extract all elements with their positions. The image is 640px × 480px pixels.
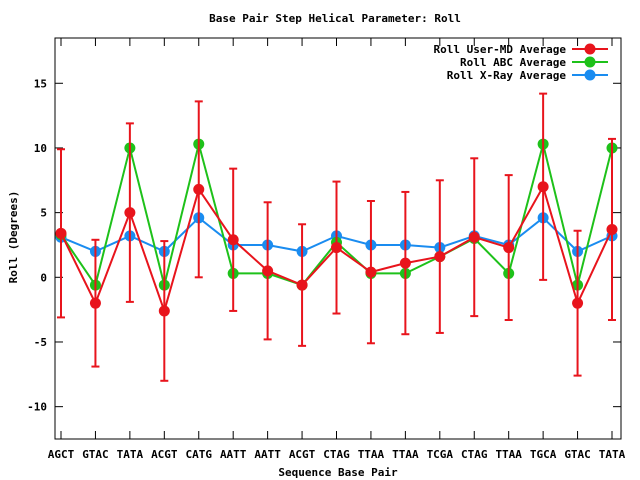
x-tick-label: TATA (117, 448, 144, 461)
x-tick-label: CTAG (461, 448, 488, 461)
x-tick-label: CATG (186, 448, 213, 461)
x-tick-label: TTAA (392, 448, 419, 461)
x-tick-label: TTAA (495, 448, 522, 461)
y-tick-label: 0 (40, 271, 47, 284)
x-tick-label: GTAC (82, 448, 109, 461)
data-point (572, 297, 584, 309)
data-point (262, 265, 274, 277)
x-axis-label: Sequence Base Pair (278, 466, 398, 479)
data-point (89, 297, 101, 309)
x-tick-label: GTAC (564, 448, 591, 461)
legend-label: Roll X-Ray Average (447, 69, 567, 82)
data-point (434, 251, 446, 263)
data-point (158, 305, 170, 317)
data-point (193, 183, 205, 195)
y-tick-label: -5 (34, 336, 47, 349)
plot-frame (54, 37, 622, 440)
data-point (55, 227, 67, 239)
series-layer (55, 92, 618, 382)
x-tick-label: AATT (220, 448, 247, 461)
y-tick-label: -10 (27, 401, 47, 414)
x-tick-label: TTAA (358, 448, 385, 461)
legend-label: Roll ABC Average (460, 56, 566, 69)
legend-label: Roll User-MD Average (434, 43, 567, 56)
data-point (606, 223, 618, 235)
y-tick-label: 10 (34, 142, 47, 155)
legend-swatch-marker (584, 56, 596, 68)
x-tick-label: AGCT (48, 448, 75, 461)
legend-swatch-marker (584, 69, 596, 81)
x-tick-label: CTAG (323, 448, 350, 461)
x-tick-label: TATA (599, 448, 626, 461)
x-tick-label: AATT (254, 448, 281, 461)
chart-title: Base Pair Step Helical Parameter: Roll (209, 12, 461, 25)
tick-labels: -10 -5 0 5 10 15 AGCT GTAC TATA ACGT CATG AATT AATT A… (27, 77, 625, 461)
data-point (537, 181, 549, 193)
series-1 (55, 92, 618, 382)
y-tick-label: 15 (34, 77, 47, 90)
x-tick-label: ACGT (151, 448, 178, 461)
data-point (503, 242, 515, 254)
x-tick-label: ACGT (289, 448, 316, 461)
y-axis-label: Roll (Degrees) (7, 191, 20, 284)
data-point (365, 266, 377, 278)
data-point (331, 242, 342, 254)
x-tick-label: TCGA (427, 448, 454, 461)
data-point (399, 257, 411, 269)
data-point (124, 207, 136, 219)
legend-swatch-marker (584, 43, 596, 55)
data-point (468, 231, 480, 243)
y-tick-label: 5 (40, 207, 47, 220)
data-point (227, 234, 239, 246)
x-tick-label: TGCA (530, 448, 557, 461)
data-point (296, 279, 308, 291)
